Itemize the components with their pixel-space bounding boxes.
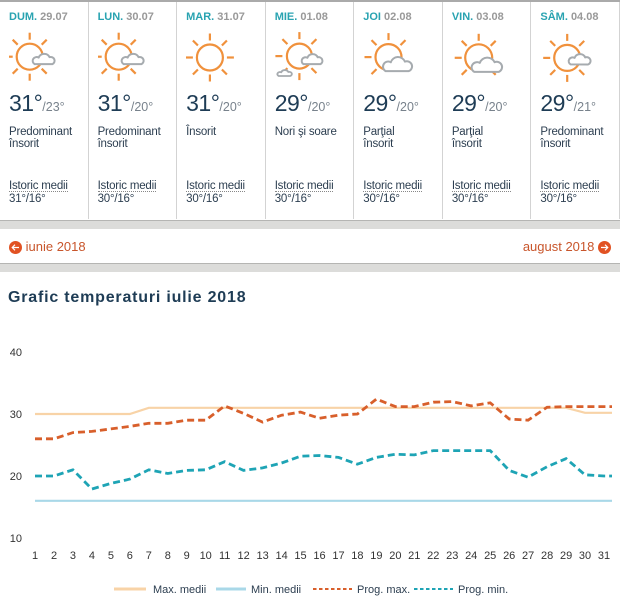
svg-text:31: 31 bbox=[598, 550, 610, 562]
svg-text:7: 7 bbox=[146, 550, 152, 562]
svg-text:10: 10 bbox=[10, 533, 22, 545]
svg-text:19: 19 bbox=[370, 550, 382, 562]
svg-text:21: 21 bbox=[408, 550, 420, 562]
svg-text:5: 5 bbox=[108, 550, 114, 562]
svg-text:15: 15 bbox=[294, 550, 306, 562]
svg-text:1: 1 bbox=[32, 550, 38, 562]
svg-text:25: 25 bbox=[484, 550, 496, 562]
svg-text:28: 28 bbox=[541, 550, 553, 562]
svg-text:18: 18 bbox=[351, 550, 363, 562]
svg-text:3: 3 bbox=[70, 550, 76, 562]
svg-text:30: 30 bbox=[10, 409, 22, 421]
svg-text:29: 29 bbox=[560, 550, 572, 562]
svg-text:4: 4 bbox=[89, 550, 95, 562]
svg-text:Max. medii: Max. medii bbox=[153, 584, 206, 596]
svg-text:16: 16 bbox=[313, 550, 325, 562]
svg-text:Min. medii: Min. medii bbox=[251, 584, 301, 596]
svg-text:8: 8 bbox=[165, 550, 171, 562]
svg-text:23: 23 bbox=[446, 550, 458, 562]
svg-text:10: 10 bbox=[200, 550, 212, 562]
svg-text:22: 22 bbox=[427, 550, 439, 562]
svg-text:20: 20 bbox=[389, 550, 401, 562]
svg-text:30: 30 bbox=[579, 550, 591, 562]
svg-text:Prog. max.: Prog. max. bbox=[357, 584, 410, 596]
svg-text:24: 24 bbox=[465, 550, 477, 562]
svg-text:17: 17 bbox=[332, 550, 344, 562]
svg-text:11: 11 bbox=[219, 550, 230, 562]
svg-text:26: 26 bbox=[503, 550, 515, 562]
svg-text:27: 27 bbox=[522, 550, 534, 562]
svg-text:6: 6 bbox=[127, 550, 133, 562]
svg-text:40: 40 bbox=[10, 347, 22, 359]
svg-text:20: 20 bbox=[10, 471, 22, 483]
svg-text:13: 13 bbox=[256, 550, 268, 562]
svg-text:Prog. min.: Prog. min. bbox=[458, 584, 508, 596]
svg-text:9: 9 bbox=[184, 550, 190, 562]
svg-text:12: 12 bbox=[237, 550, 249, 562]
svg-text:14: 14 bbox=[275, 550, 287, 562]
svg-text:2: 2 bbox=[51, 550, 57, 562]
